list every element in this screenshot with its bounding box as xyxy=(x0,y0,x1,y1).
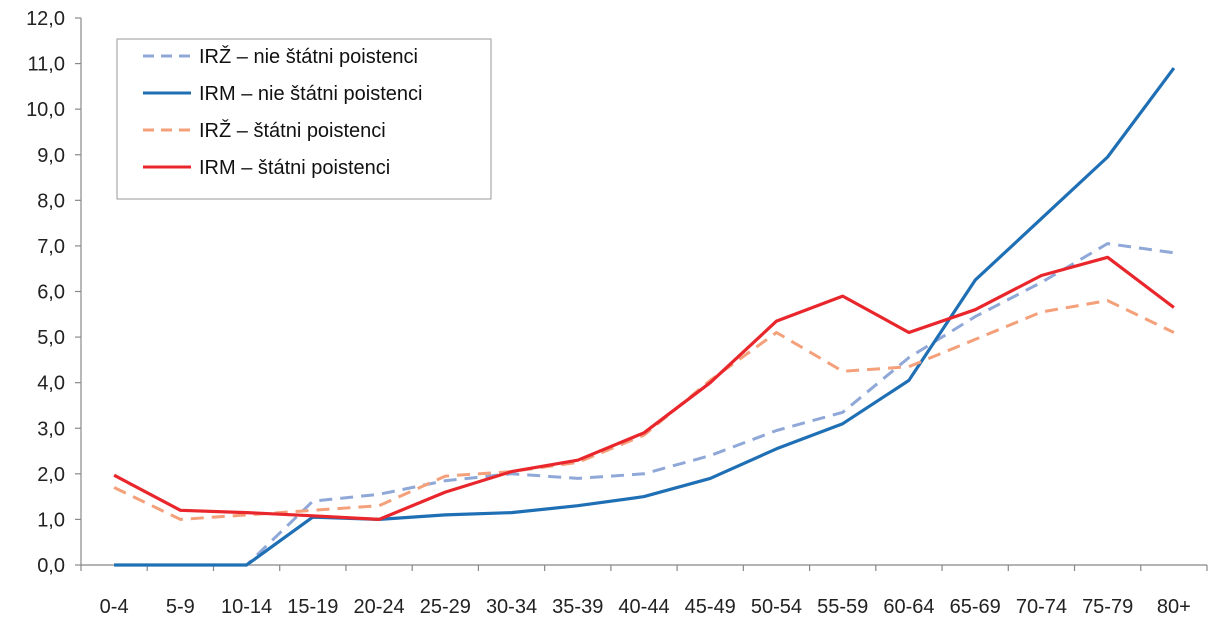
x-tick-label: 30-34 xyxy=(486,596,537,618)
y-tick-label: 7,0 xyxy=(37,236,65,258)
y-axis-ticks: 0,0 1,0 2,0 3,0 4,0 5,0 6,0 7,0 8,0 9,0 10,0 11,0 12… xyxy=(26,8,81,577)
x-tick-label: 20-24 xyxy=(353,596,404,618)
x-tick-label: 45-49 xyxy=(685,596,736,618)
x-tick-label: 50-54 xyxy=(751,596,802,618)
legend-box xyxy=(116,38,492,200)
y-tick-label: 12,0 xyxy=(26,8,65,30)
x-tick-label: 25-29 xyxy=(420,596,471,618)
series-line-3 xyxy=(113,299,1175,521)
series-line-2 xyxy=(114,67,1176,567)
legend: IRŽ – nie štátni poistenci IRM – nie štát… xyxy=(116,38,492,200)
y-tick-label: 10,0 xyxy=(26,99,65,121)
y-tick-label: 1,0 xyxy=(37,509,65,531)
x-tick-label: 40-44 xyxy=(618,596,669,618)
series-lines xyxy=(113,67,1176,567)
legend-label: IRŽ – štátni poistenci xyxy=(199,119,386,142)
y-tick-label: 0,0 xyxy=(37,555,65,577)
x-tick-label: 55-59 xyxy=(817,596,868,618)
y-tick-label: 9,0 xyxy=(37,145,65,167)
series-line-1 xyxy=(114,242,1175,567)
x-axis-ticks: 0-4 5-9 10-14 15-19 20-24 25-29 30-34 35-39 40-4… xyxy=(80,565,1208,618)
y-tick-label: 5,0 xyxy=(37,327,65,349)
y-tick-label: 6,0 xyxy=(37,282,65,304)
y-tick-label: 8,0 xyxy=(37,190,65,212)
x-tick-label: 60-64 xyxy=(883,596,934,618)
series-line-4 xyxy=(113,255,1175,522)
x-tick-label: 0-4 xyxy=(100,596,129,618)
x-tick-label: 75-79 xyxy=(1082,596,1133,618)
x-tick-label: 80+ xyxy=(1157,596,1191,618)
y-tick-label: 4,0 xyxy=(37,373,65,395)
y-tick-label: 11,0 xyxy=(28,54,65,76)
x-tick-label: 70-74 xyxy=(1016,596,1067,618)
x-tick-label: 10-14 xyxy=(221,596,272,618)
legend-label: IRŽ – nie štátni poistenci xyxy=(199,45,418,68)
x-tick-label: 35-39 xyxy=(552,596,603,618)
legend-label: IRM – štátni poistenci xyxy=(199,157,390,179)
x-tick-label: 5-9 xyxy=(166,596,195,618)
y-tick-label: 3,0 xyxy=(37,418,65,440)
x-tick-label: 65-69 xyxy=(950,596,1001,618)
legend-label: IRM – nie štátni poistenci xyxy=(199,83,422,105)
x-tick-label: 15-19 xyxy=(287,596,338,618)
y-tick-label: 2,0 xyxy=(37,464,65,486)
